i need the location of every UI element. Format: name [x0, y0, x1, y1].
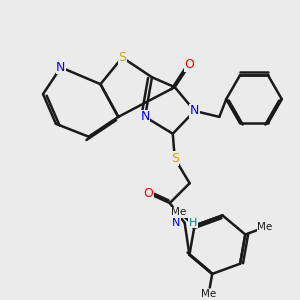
Text: N: N	[56, 61, 65, 74]
Text: S: S	[171, 152, 179, 165]
Text: Me: Me	[201, 290, 216, 299]
Text: H: H	[189, 218, 197, 228]
Text: S: S	[118, 51, 126, 64]
Text: Me: Me	[171, 207, 186, 217]
Text: O: O	[185, 58, 195, 71]
Text: N: N	[140, 110, 150, 123]
Text: O: O	[143, 187, 153, 200]
Text: N: N	[190, 104, 199, 117]
Text: Me: Me	[257, 222, 272, 233]
Text: N: N	[172, 218, 181, 228]
